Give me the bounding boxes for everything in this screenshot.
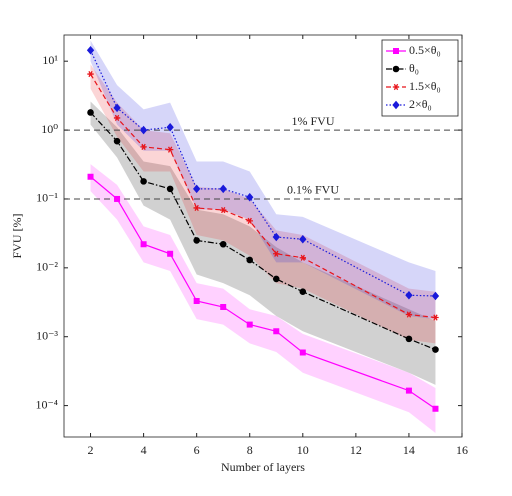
x-tick-label: 8 (247, 443, 253, 457)
legend-label: θ₀ (409, 61, 419, 75)
reference-label: 1% FVU (291, 114, 334, 128)
marker (432, 346, 439, 353)
marker (86, 46, 95, 55)
marker (140, 178, 147, 185)
marker (246, 217, 253, 225)
legend-label: 0.5×θ₀ (409, 43, 441, 57)
y-tick-label: 10⁻¹ (36, 191, 58, 205)
legend-marker (392, 100, 400, 110)
confidence-band (90, 40, 436, 320)
marker (113, 103, 121, 113)
marker (432, 314, 439, 321)
marker (405, 311, 413, 318)
marker (246, 321, 253, 328)
legend-marker (392, 83, 400, 91)
marker (299, 254, 306, 261)
marker (246, 192, 254, 202)
marker (219, 184, 227, 194)
marker (405, 290, 413, 300)
x-tick-label: 10 (297, 443, 309, 457)
x-tick-label: 4 (141, 443, 147, 457)
marker (272, 232, 280, 242)
marker (273, 250, 280, 257)
marker (193, 297, 200, 304)
marker (193, 237, 200, 244)
marker (405, 387, 412, 394)
marker (432, 405, 439, 412)
legend-label: 1.5×θ₀ (409, 79, 441, 93)
x-tick-label: 16 (456, 443, 468, 457)
marker (140, 241, 147, 248)
marker (431, 291, 440, 301)
marker (193, 184, 201, 194)
marker (193, 204, 200, 212)
marker (166, 185, 174, 193)
confidence-band (90, 164, 436, 434)
x-tick-label: 14 (403, 443, 415, 457)
marker (87, 109, 94, 116)
marker (113, 137, 121, 145)
marker (220, 206, 227, 214)
marker (405, 335, 413, 343)
marker (87, 70, 94, 78)
confidence-band (90, 101, 436, 385)
legend-marker (392, 65, 400, 73)
y-tick-label: 10⁰ (41, 122, 58, 136)
marker (299, 234, 307, 244)
plot-frame (63, 34, 463, 438)
legend-label: 2×θ₀ (409, 97, 432, 111)
marker (219, 240, 227, 248)
marker (299, 288, 307, 296)
y-tick-label: 10⁻⁴ (35, 397, 58, 411)
reference-label: 0.1% FVU (287, 183, 339, 197)
x-axis-label: Number of layers (221, 460, 305, 474)
marker (87, 173, 94, 180)
y-axis-label: FVU [%] (10, 214, 24, 259)
marker (246, 256, 254, 264)
confidence-band (90, 64, 436, 344)
y-tick-label: 10¹ (42, 53, 58, 67)
marker (272, 275, 280, 283)
marker (273, 328, 280, 335)
marker (139, 125, 148, 135)
x-tick-label: 6 (194, 443, 200, 457)
marker (113, 114, 121, 122)
legend-marker (393, 48, 399, 54)
marker (299, 349, 306, 356)
marker (220, 304, 227, 311)
y-tick-label: 10⁻³ (36, 328, 58, 342)
y-tick-label: 10⁻² (36, 260, 58, 274)
marker (166, 146, 174, 153)
marker (140, 143, 147, 150)
marker (167, 250, 174, 257)
marker (166, 122, 174, 132)
marker (114, 195, 121, 202)
x-tick-label: 2 (88, 443, 94, 457)
series-line (90, 73, 436, 319)
x-tick-label: 12 (350, 443, 362, 457)
